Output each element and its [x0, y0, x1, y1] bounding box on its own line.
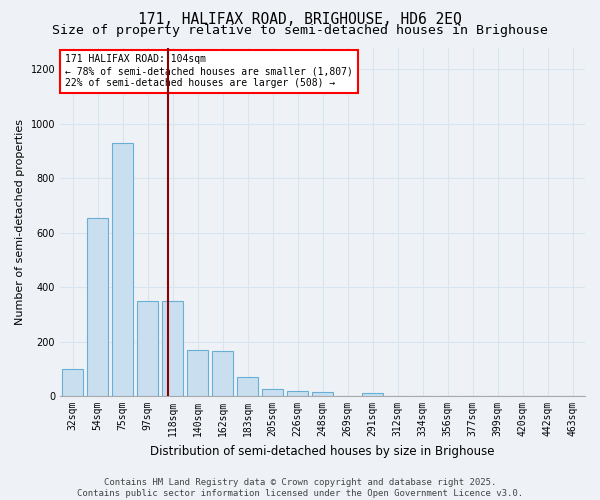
X-axis label: Distribution of semi-detached houses by size in Brighouse: Distribution of semi-detached houses by …	[150, 444, 495, 458]
Bar	[162, 300, 183, 396]
Bar	[237, 377, 258, 396]
Bar	[212, 351, 233, 396]
Text: 171, HALIFAX ROAD, BRIGHOUSE, HD6 2EQ: 171, HALIFAX ROAD, BRIGHOUSE, HD6 2EQ	[138, 12, 462, 28]
Bar	[137, 300, 158, 396]
Bar	[112, 143, 133, 396]
Bar	[287, 391, 308, 396]
Bar	[362, 393, 383, 396]
Text: Contains HM Land Registry data © Crown copyright and database right 2025.
Contai: Contains HM Land Registry data © Crown c…	[77, 478, 523, 498]
Text: Size of property relative to semi-detached houses in Brighouse: Size of property relative to semi-detach…	[52, 24, 548, 37]
Bar	[87, 218, 108, 396]
Bar	[62, 369, 83, 396]
Bar	[312, 392, 333, 396]
Bar	[262, 389, 283, 396]
Y-axis label: Number of semi-detached properties: Number of semi-detached properties	[15, 119, 25, 325]
Text: 171 HALIFAX ROAD: 104sqm
← 78% of semi-detached houses are smaller (1,807)
22% o: 171 HALIFAX ROAD: 104sqm ← 78% of semi-d…	[65, 54, 353, 88]
Bar	[187, 350, 208, 396]
